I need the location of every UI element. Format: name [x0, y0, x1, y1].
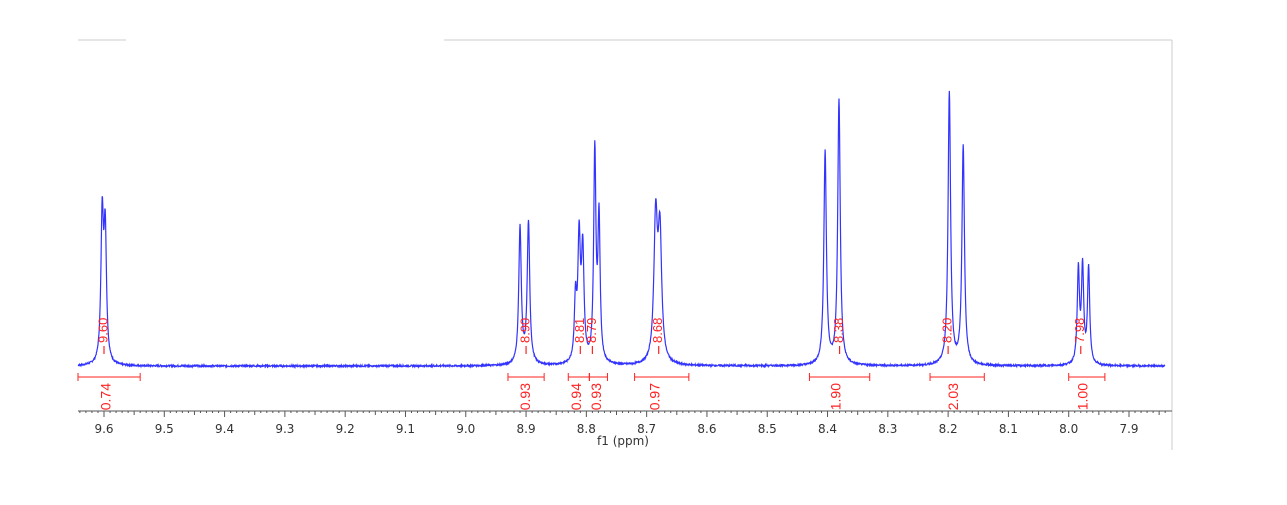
x-tick-label: 9.0 — [456, 422, 475, 436]
x-tick-label: 9.4 — [215, 422, 234, 436]
x-tick-label: 8.3 — [878, 422, 897, 436]
x-tick-label: 9.2 — [336, 422, 355, 436]
x-tick-label: 9.1 — [396, 422, 415, 436]
x-tick-label: 8.6 — [697, 422, 716, 436]
integral-value-label: 1.00 — [1074, 383, 1090, 410]
integral-value-label: 0.97 — [646, 383, 662, 410]
integral-value-label: 2.03 — [945, 383, 961, 410]
x-axis-ticks: 9.6 9.5 9.4 9.3 9.2 9.1 9.0 8.9 8.8 8.7 8.6 8.5 8.4 8… — [79, 411, 1166, 436]
x-tick-label: 8.4 — [818, 422, 837, 436]
x-tick-label: 8.5 — [758, 422, 777, 436]
peak-label-layer: 9.60 8.90 8.818.79 8.68 8.38 8.20 7.98 — [95, 318, 1087, 354]
x-tick-label: 8.1 — [999, 422, 1018, 436]
peak-label: 8.38 — [831, 318, 846, 343]
x-tick-label: 7.9 — [1119, 422, 1138, 436]
peak-label: 8.90 — [517, 318, 532, 343]
peak-label: 8.79 — [584, 318, 599, 343]
x-axis-title: f1 (ppm) — [597, 434, 649, 448]
integral-value-label: 0.93 — [588, 383, 604, 410]
x-tick-label: 9.6 — [94, 422, 113, 436]
integral-value-label: 1.90 — [827, 383, 843, 410]
integral-value-label: 0.94 — [568, 383, 584, 410]
x-tick-label: 8.9 — [517, 422, 536, 436]
integral-value-label: 0.93 — [517, 383, 533, 410]
integral-layer: 0.74 0.93 0.94 0.93 0.97 1.90 2.03 1.00 — [77, 373, 1106, 410]
x-tick-label: 8.7 — [637, 422, 656, 436]
x-tick-label: 8.8 — [577, 422, 596, 436]
peak-label: 9.60 — [95, 318, 110, 343]
x-tick-label: 9.3 — [275, 422, 294, 436]
spectrum-trace — [77, 90, 1166, 370]
peak-label: 8.68 — [650, 318, 665, 343]
peak-label: 8.81 — [572, 318, 587, 343]
peak-label: 7.98 — [1072, 318, 1087, 343]
integral-value-label: 0.74 — [98, 383, 114, 410]
peak-label: 8.20 — [940, 318, 955, 343]
x-tick-label: 9.5 — [155, 422, 174, 436]
x-tick-label: 8.2 — [939, 422, 958, 436]
x-tick-label: 8.0 — [1059, 422, 1078, 436]
